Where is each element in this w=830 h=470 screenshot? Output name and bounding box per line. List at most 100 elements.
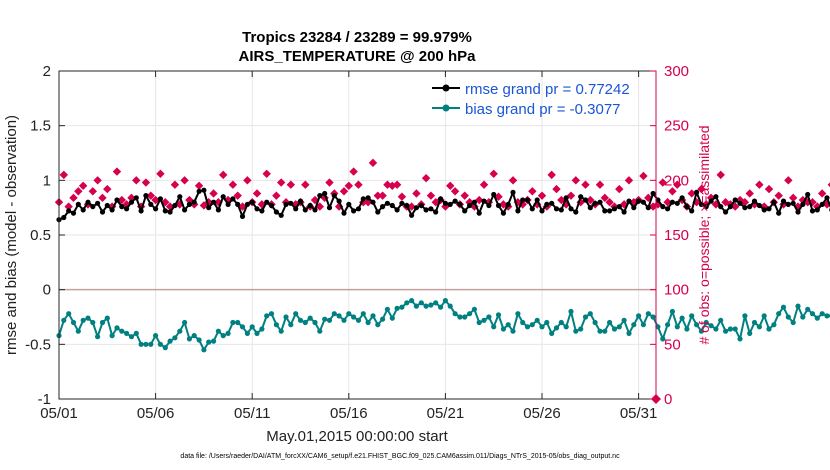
obs-marker-160 (827, 182, 830, 188)
bias-point-16 (133, 330, 139, 336)
bias-point-123 (650, 314, 656, 320)
obs-marker-45 (272, 191, 281, 200)
bias-point-145 (756, 324, 763, 330)
rmse-point-81 (447, 201, 453, 207)
rmse-point-13 (119, 204, 125, 210)
obs-marker-157 (813, 202, 822, 211)
rmse-point-93 (505, 201, 511, 207)
legend: rmse grand pr = 0.77242 bias grand pr = … (432, 81, 630, 118)
obs-marker-1 (59, 170, 69, 180)
bias-point-32 (211, 338, 217, 344)
bias-point-155 (805, 306, 811, 312)
bias-point-52 (307, 315, 313, 321)
bias-point-47 (283, 314, 289, 320)
obs-marker-70 (392, 180, 402, 189)
bias-point-39 (244, 330, 250, 336)
y-right-tick-label-6: 300 (664, 63, 689, 80)
bias-point-50 (297, 317, 304, 323)
obs-marker-66 (373, 191, 382, 200)
rmse-point-152 (790, 200, 796, 206)
rmse-point-115 (611, 206, 618, 212)
bias-point-129 (679, 315, 685, 321)
bias-series (56, 298, 830, 353)
rmse-point-42 (259, 208, 265, 214)
rmse-point-134 (703, 204, 709, 210)
rmse-point-8 (95, 200, 101, 206)
obs-marker-19 (146, 191, 155, 200)
rmse-point-141 (737, 200, 743, 206)
obs-marker-90 (489, 169, 498, 178)
rmse-point-39 (244, 201, 250, 207)
y-axis-right-label: # of obs: o=possible; ×=assimilated (696, 125, 712, 344)
bias-point-31 (206, 339, 212, 345)
bias-point-98 (529, 322, 535, 328)
bias-point-68 (384, 306, 390, 312)
bias-point-116 (616, 324, 622, 330)
rmse-point-44 (268, 202, 275, 209)
bias-point-81 (447, 303, 453, 309)
bias-point-42 (259, 326, 265, 332)
rmse-point-30 (201, 187, 207, 193)
rmse-point-85 (467, 202, 473, 209)
rmse-point-48 (288, 200, 294, 206)
y-tick-label-5: 1.5 (30, 118, 51, 135)
bias-point-115 (611, 326, 618, 332)
bias-point-127 (669, 308, 676, 315)
y-axis-left-ticks: -1 -0.5 0 0.5 1 1.5 2 (25, 63, 65, 408)
rmse-point-157 (814, 207, 820, 213)
bias-point-100 (539, 324, 545, 330)
chart-title: Tropics 23284 / 23289 = 99.979% (242, 29, 472, 46)
bias-point-9 (99, 319, 106, 326)
bias-point-44 (268, 311, 275, 317)
bias-point-29 (196, 337, 202, 343)
bias-point-63 (360, 311, 366, 317)
rmse-point-149 (776, 210, 782, 216)
rmse-point-156 (809, 208, 816, 214)
rmse-point-118 (626, 198, 632, 204)
bias-point-87 (476, 319, 482, 326)
obs-marker-104 (557, 195, 566, 205)
data-file-footnote: data file: /Users/raeder/DAI/ATM_forcXX/… (180, 453, 620, 460)
bias-point-71 (399, 304, 405, 310)
rmse-point-130 (684, 204, 690, 210)
rmse-point-23 (167, 209, 173, 215)
bias-point-5 (80, 317, 86, 323)
rmse-point-12 (114, 197, 120, 203)
rmse-point-14 (124, 206, 130, 212)
obs-marker-146 (759, 202, 769, 211)
rmse-point-55 (322, 190, 328, 197)
bias-point-89 (486, 314, 492, 320)
rmse-point-103 (553, 206, 560, 212)
rmse-point-120 (636, 198, 642, 204)
bias-point-102 (549, 330, 555, 336)
bias-point-4 (75, 328, 81, 334)
rmse-point-151 (785, 201, 791, 207)
bias-point-144 (751, 319, 758, 326)
rmse-point-60 (346, 201, 352, 207)
rmse-point-56 (326, 205, 333, 211)
rmse-point-16 (133, 195, 139, 201)
bias-point-96 (520, 319, 526, 326)
bias-point-92 (500, 326, 506, 332)
rmse-point-32 (211, 199, 217, 205)
bias-point-156 (809, 311, 816, 317)
bias-point-142 (742, 313, 748, 319)
rmse-point-124 (655, 197, 661, 203)
obs-marker-153 (793, 202, 803, 211)
bias-point-83 (457, 314, 463, 320)
bias-point-24 (172, 335, 178, 341)
bias-point-61 (351, 314, 357, 320)
rmse-point-37 (235, 201, 241, 207)
obs-marker-121 (639, 171, 648, 181)
bias-point-23 (167, 338, 173, 344)
bias-point-36 (230, 319, 236, 326)
bias-point-122 (645, 311, 651, 317)
rmse-point-87 (476, 210, 482, 216)
obs-marker-73 (407, 202, 416, 211)
bias-point-88 (481, 317, 487, 323)
bias-point-99 (534, 317, 540, 323)
rmse-point-65 (370, 199, 376, 205)
obs-marker-5 (78, 181, 88, 190)
x-tick-label-2: 05/11 (234, 405, 270, 422)
obs-marker-21 (156, 169, 165, 178)
